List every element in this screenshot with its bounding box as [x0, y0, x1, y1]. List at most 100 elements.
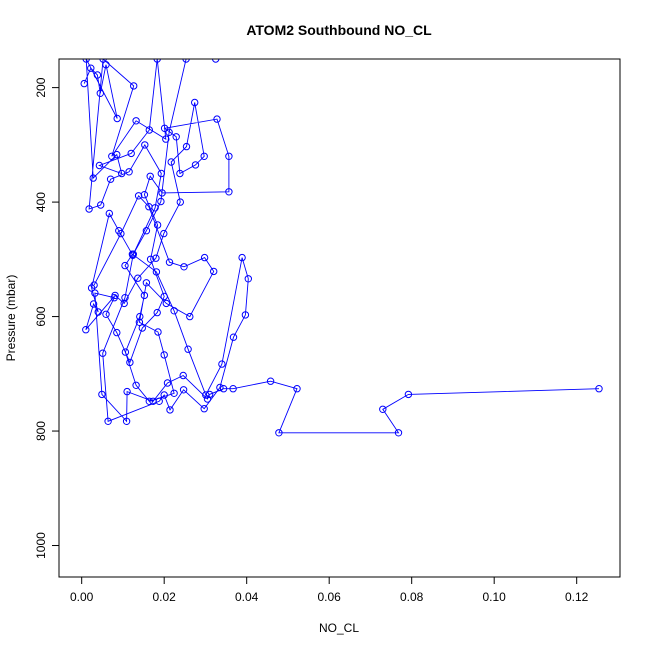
data-point [93, 71, 102, 79]
data-point [89, 174, 97, 182]
data-point [379, 405, 387, 413]
data-point [146, 255, 155, 263]
y-tick-label: 200 [34, 77, 48, 97]
data-point [91, 289, 99, 297]
data-point [154, 328, 162, 336]
data-point [145, 397, 154, 405]
data-point [212, 59, 220, 63]
data-point [225, 152, 233, 161]
data-point [241, 311, 250, 319]
data-point [200, 253, 209, 262]
data-point [110, 294, 119, 302]
data-point [180, 263, 188, 271]
data-point [229, 333, 238, 341]
data-point [98, 390, 106, 399]
data-point [134, 274, 142, 282]
y-tick-label: 800 [34, 421, 48, 441]
data-point [113, 328, 121, 337]
data-point [113, 114, 121, 123]
data-point [160, 229, 168, 238]
data-point [167, 158, 175, 166]
data-point [102, 60, 110, 69]
data-point [104, 417, 112, 425]
chart-title: ATOM2 Southbound NO_CL [246, 22, 432, 38]
data-point [94, 308, 102, 316]
data-point [87, 64, 95, 72]
data-point [191, 98, 199, 107]
data-point [225, 188, 233, 196]
data-point [129, 250, 138, 258]
data-point [127, 149, 135, 158]
data-point [394, 429, 403, 437]
data-point [404, 390, 413, 399]
y-axis-label: Pressure (mbar) [4, 275, 18, 362]
data-point [122, 417, 131, 425]
data-point [202, 391, 210, 399]
data-point [97, 201, 105, 209]
data-point [145, 126, 154, 134]
data-point [165, 128, 173, 137]
x-axis-label: NO_CL [319, 621, 359, 635]
y-tick-label: 400 [34, 192, 48, 212]
data-point [108, 152, 116, 161]
data-point [132, 381, 140, 389]
data-point [160, 292, 168, 301]
data-point [82, 326, 90, 334]
data-point [155, 397, 163, 405]
data-point [162, 135, 170, 143]
data-point [130, 82, 138, 90]
data-point [238, 253, 246, 262]
data-point [176, 198, 185, 206]
data-point [595, 385, 603, 393]
data-point [140, 291, 149, 300]
data-point [102, 310, 110, 318]
data-point [152, 268, 161, 276]
data-point [99, 59, 107, 63]
data-point [157, 169, 166, 178]
data-point [166, 406, 174, 414]
data-point [275, 429, 283, 437]
data-point [105, 209, 114, 218]
data-point [118, 169, 126, 178]
data-point [210, 267, 218, 276]
data-point [125, 168, 133, 176]
data-point [95, 161, 104, 170]
data-point [89, 300, 98, 308]
data-point [152, 254, 160, 262]
data-point [106, 175, 115, 183]
series-line-1 [83, 59, 600, 434]
data-point [153, 59, 161, 63]
data-point [90, 281, 98, 289]
data-point [182, 59, 190, 63]
data-point [182, 142, 191, 151]
data-point [134, 192, 143, 200]
data-point [160, 124, 169, 133]
data-point [293, 385, 301, 393]
data-point [123, 387, 131, 396]
data-point [138, 324, 147, 332]
data-point [186, 312, 194, 321]
y-axis: 200 400 600 800 1000 [34, 77, 60, 559]
data-point [142, 279, 151, 287]
data-point [80, 79, 88, 88]
x-tick-label: 0.04 [235, 590, 259, 604]
data-point [99, 349, 107, 357]
data-point [113, 150, 121, 159]
x-tick-label: 0.12 [565, 590, 589, 604]
x-tick-label: 0.02 [153, 590, 177, 604]
data-point [162, 299, 171, 308]
y-tick-label: 1000 [34, 532, 48, 559]
data-point [229, 385, 237, 393]
data-point [121, 348, 130, 356]
data-point [160, 351, 168, 359]
data-point [218, 360, 226, 368]
data-point [203, 395, 212, 403]
data-point [126, 358, 134, 367]
data-point [153, 308, 161, 317]
data-point [200, 152, 208, 161]
data-point [163, 379, 172, 387]
data-points [80, 59, 603, 437]
x-tick-label: 0.06 [318, 590, 342, 604]
data-point [120, 299, 128, 308]
data-point [146, 172, 154, 181]
